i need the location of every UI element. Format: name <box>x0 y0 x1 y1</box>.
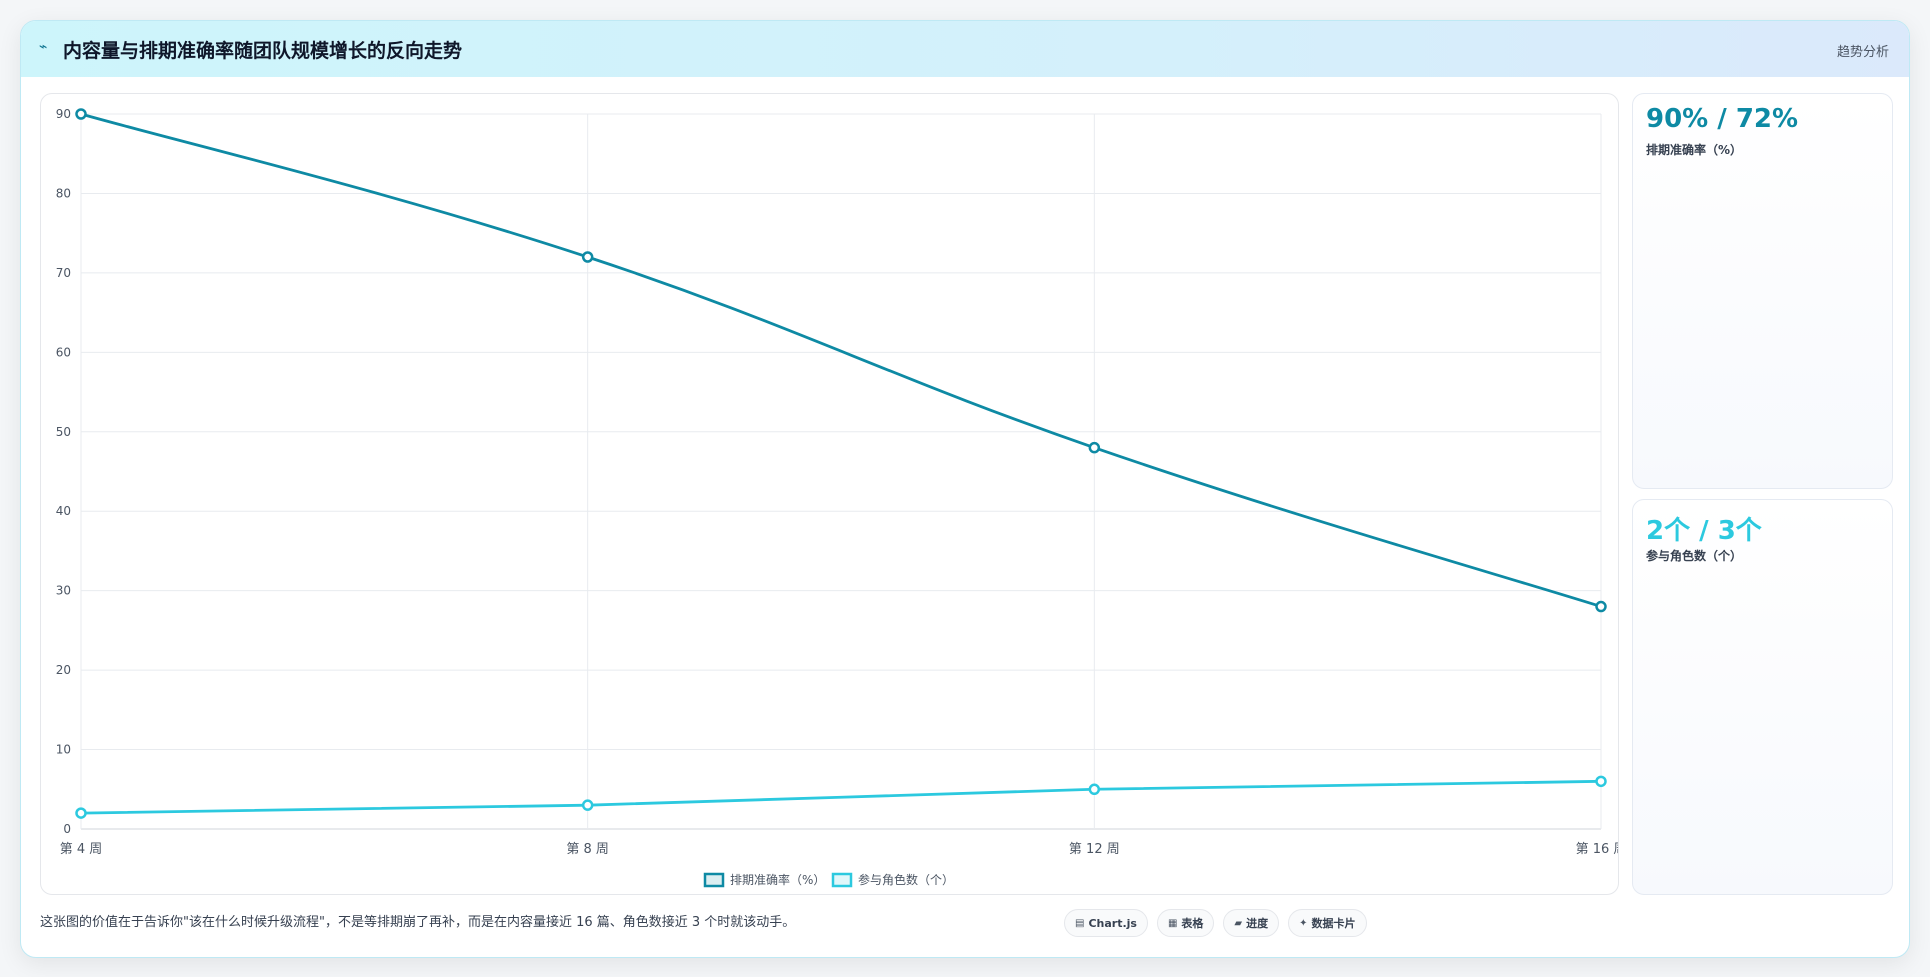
data-point <box>1595 600 1607 613</box>
analysis-tag: 趋势分析 <box>1836 45 1889 60</box>
y-tick-label: 30 <box>56 584 71 598</box>
trend-icon: ⌁ <box>39 39 48 55</box>
data-point <box>1088 783 1101 796</box>
pill-data-card[interactable]: ✦ 数据卡片 <box>1288 909 1367 937</box>
card-icon: ✦ <box>1299 917 1308 929</box>
stat-label: 参与角色数（个） <box>1646 549 1743 563</box>
stat-card-accuracy: 90% / 72% 排期准确率（%） <box>1632 93 1893 489</box>
pill-label: 数据卡片 <box>1311 917 1356 930</box>
data-point <box>581 251 594 263</box>
legend-label: 排期准确率（%） <box>730 872 825 887</box>
y-tick-label: 50 <box>56 425 71 439</box>
data-point <box>75 807 87 819</box>
stat-value: 2个 / 3个 <box>1646 516 1762 546</box>
chart-card: ⌁ 内容量与排期准确率随团队规模增长的反向走势 趋势分析 0 10 20 30 40 50… <box>20 20 1910 958</box>
x-tick-label: 第 16 周 <box>1576 842 1618 857</box>
chart-icon: ▤ <box>1075 917 1085 929</box>
y-tick-label: 40 <box>56 504 71 518</box>
chart-panel: 0 10 20 30 40 50 60 70 80 90 第 4 周 第 8 周 第 12 周 第 16 … <box>40 93 1626 895</box>
card-header: ⌁ 内容量与排期准确率随团队规模增长的反向走势 趋势分析 <box>21 21 1909 77</box>
y-tick-label: 20 <box>56 663 71 677</box>
data-point <box>75 108 87 120</box>
pill-label: 表格 <box>1181 917 1204 930</box>
stat-card-roles: 2个 / 3个 参与角色数（个） <box>1632 499 1893 895</box>
legend-swatch <box>831 872 853 888</box>
tech-pills: ▤ Chart.js ▦ 表格 ▰ 进度 ✦ 数据卡片 <box>1064 909 1367 937</box>
pill-label: Chart.js <box>1088 916 1137 930</box>
x-tick-label: 第 12 周 <box>1069 842 1120 857</box>
data-point <box>581 799 594 811</box>
x-tick-label: 第 4 周 <box>60 842 103 857</box>
y-tick-label: 0 <box>63 822 71 836</box>
table-icon: ▦ <box>1167 917 1178 929</box>
pill-chartjs[interactable]: ▤ Chart.js <box>1064 909 1148 937</box>
data-point <box>1595 775 1607 788</box>
y-tick-label: 90 <box>56 107 71 121</box>
y-tick-label: 70 <box>56 266 71 280</box>
data-point <box>1088 441 1101 454</box>
y-tick-label: 60 <box>56 345 71 359</box>
x-tick-label: 第 8 周 <box>566 842 609 857</box>
pill-label: 进度 <box>1246 917 1269 930</box>
stat-label: 排期准确率（%） <box>1646 143 1743 157</box>
pill-table[interactable]: ▦ 表格 <box>1156 909 1215 937</box>
stat-value: 90% / 72% <box>1646 104 1799 134</box>
progress-icon: ▰ <box>1234 917 1243 929</box>
series-line-0 <box>80 112 1602 608</box>
page-title: 内容量与排期准确率随团队规模增长的反向走势 <box>63 40 463 62</box>
series-line-1 <box>80 779 1602 815</box>
insight-text: 这张图的价值在于告诉你"该在什么时候升级流程"，不是等排期崩了再补，而是在内容量… <box>40 915 796 930</box>
legend-swatch <box>703 872 725 888</box>
legend-label: 参与角色数（个） <box>858 872 954 887</box>
line-chart: 0 10 20 30 40 50 60 70 80 90 第 4 周 第 8 周 第 12 周 第 16 … <box>56 107 1626 888</box>
pill-progress[interactable]: ▰ 进度 <box>1223 909 1280 937</box>
y-tick-label: 80 <box>56 186 71 200</box>
y-tick-label: 10 <box>56 743 71 757</box>
